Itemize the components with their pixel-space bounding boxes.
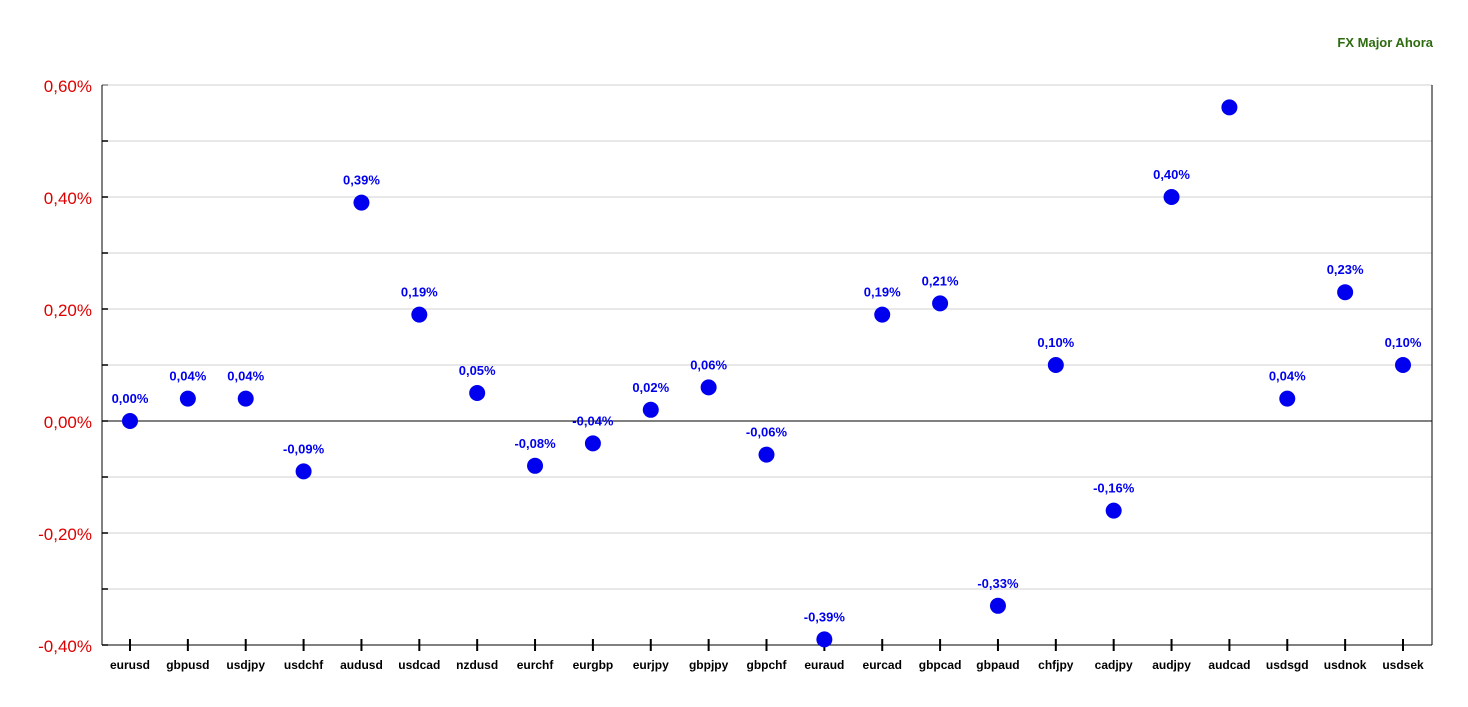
data-point [932, 295, 949, 312]
data-label: 0,19% [864, 285, 901, 300]
data-point [237, 390, 254, 407]
data-point [874, 306, 891, 323]
x-tick-label: euraud [804, 658, 844, 672]
data-point [758, 446, 775, 463]
data-point [122, 413, 138, 429]
data-label: 0,04% [169, 369, 206, 384]
data-point [700, 379, 717, 396]
data-label: -0,08% [514, 436, 556, 451]
data-label: -0,39% [804, 609, 846, 624]
data-label: -0,33% [977, 576, 1019, 591]
data-label: 0,40% [1153, 167, 1190, 182]
x-tick-label: nzdusd [456, 658, 498, 672]
x-tick-label: eurgbp [573, 658, 614, 672]
data-label: 0,39% [343, 173, 380, 188]
y-tick-label: 0,20% [44, 301, 92, 320]
data-point [584, 435, 601, 452]
data-point [816, 631, 833, 648]
x-tick-label: eurjpy [633, 658, 669, 672]
x-tick-label: usdcad [398, 658, 440, 672]
data-label: 0,10% [1037, 335, 1074, 350]
x-tick-label: eurusd [110, 658, 150, 672]
data-label: 0,05% [459, 363, 496, 378]
data-label: 0,06% [690, 357, 727, 372]
data-point [1105, 502, 1122, 519]
data-point [353, 194, 370, 211]
data-label: -0,16% [1093, 481, 1135, 496]
x-tick-label: gbpchf [747, 658, 788, 672]
data-point [1047, 357, 1064, 373]
data-label: 0,04% [227, 369, 264, 384]
y-tick-label: 0,00% [44, 413, 92, 432]
x-tick-label: gbpcad [919, 658, 962, 672]
data-label: -0,04% [572, 413, 614, 428]
data-point [179, 390, 196, 407]
x-tick-label: usdsek [1382, 658, 1424, 672]
data-label: 0,00% [112, 391, 149, 406]
x-tick-label: audjpy [1152, 658, 1191, 672]
x-tick-label: audcad [1208, 658, 1250, 672]
data-label: 0,02% [632, 380, 669, 395]
x-tick-label: eurcad [863, 658, 902, 672]
data-point [1279, 390, 1296, 407]
x-tick-label: audusd [340, 658, 383, 672]
data-label: 0,19% [401, 285, 438, 300]
data-label: 0,21% [922, 273, 959, 288]
data-point [1395, 357, 1411, 373]
data-label: 0,10% [1385, 335, 1422, 350]
data-point [1221, 99, 1238, 116]
data-point [1337, 284, 1354, 301]
x-tick-label: usdchf [284, 658, 324, 672]
x-tick-label: usdsgd [1266, 658, 1309, 672]
data-point [527, 457, 544, 474]
data-point [989, 597, 1006, 614]
data-point [469, 385, 486, 401]
data-point [411, 306, 428, 323]
x-tick-label: cadjpy [1095, 658, 1133, 672]
y-tick-label: 0,40% [44, 189, 92, 208]
data-label: 0,04% [1269, 369, 1306, 384]
data-point [1163, 189, 1180, 205]
data-point [295, 463, 312, 480]
x-tick-label: usdnok [1324, 658, 1367, 672]
x-tick-label: chfjpy [1038, 658, 1074, 672]
y-tick-label: -0,20% [38, 525, 92, 544]
x-tick-label: usdjpy [226, 658, 265, 672]
chart-title: FX Major Ahora [1337, 35, 1433, 50]
y-tick-label: 0,60% [44, 77, 92, 96]
data-point [642, 401, 659, 418]
y-tick-label: -0,40% [38, 637, 92, 656]
x-tick-label: eurchf [517, 658, 555, 672]
x-tick-label: gbpjpy [689, 658, 729, 672]
data-label: -0,09% [283, 441, 325, 456]
x-tick-label: gbpaud [976, 658, 1019, 672]
data-label: 0,23% [1327, 262, 1364, 277]
data-label: -0,06% [746, 425, 788, 440]
x-tick-label: gbpusd [166, 658, 209, 672]
